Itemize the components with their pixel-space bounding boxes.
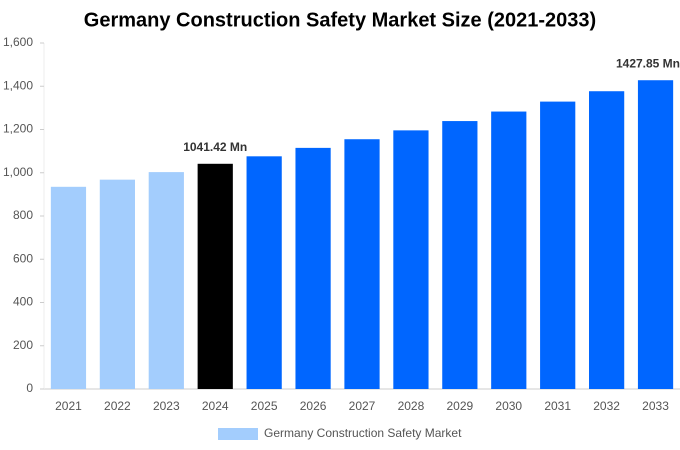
y-tick-label: 1,600 (3, 35, 33, 49)
data-label: 1427.85 Mn (616, 56, 680, 70)
x-tick-label: 2032 (593, 399, 620, 413)
x-tick-label: 2024 (202, 399, 229, 413)
x-tick-label: 2023 (153, 399, 180, 413)
bar (99, 179, 135, 389)
bar (148, 172, 184, 389)
bar (637, 80, 674, 389)
bar (491, 111, 527, 390)
x-tick-label: 2022 (104, 399, 131, 413)
data-label: 1041.42 Mn (183, 140, 247, 154)
x-tick-label: 2027 (349, 399, 376, 413)
bar (197, 163, 233, 389)
bar (295, 147, 331, 389)
x-tick-label: 2029 (446, 399, 473, 413)
x-tick-label: 2028 (398, 399, 425, 413)
legend-swatch (218, 428, 258, 440)
y-tick-label: 400 (13, 295, 33, 309)
y-tick-label: 1,200 (3, 122, 33, 136)
y-tick-label: 600 (13, 251, 33, 265)
x-tick-label: 2031 (544, 399, 571, 413)
x-tick-label: 2030 (495, 399, 522, 413)
bar (589, 91, 625, 389)
x-tick-label: 2025 (251, 399, 278, 413)
x-tick-label: 2021 (55, 399, 82, 413)
x-tick-label: 2026 (300, 399, 327, 413)
bar (246, 156, 282, 389)
bar (442, 121, 478, 389)
x-tick-label: 2033 (642, 399, 669, 413)
y-tick-label: 0 (26, 381, 33, 395)
chart-title: Germany Construction Safety Market Size … (84, 9, 596, 31)
y-tick-label: 800 (13, 208, 33, 222)
bar (50, 186, 87, 389)
legend-label: Germany Construction Safety Market (264, 426, 462, 440)
y-tick-label: 1,000 (3, 165, 33, 179)
y-tick-label: 1,400 (3, 78, 33, 92)
bar (540, 101, 576, 389)
bar (393, 130, 429, 390)
bar (344, 139, 380, 389)
y-tick-label: 200 (13, 338, 33, 352)
